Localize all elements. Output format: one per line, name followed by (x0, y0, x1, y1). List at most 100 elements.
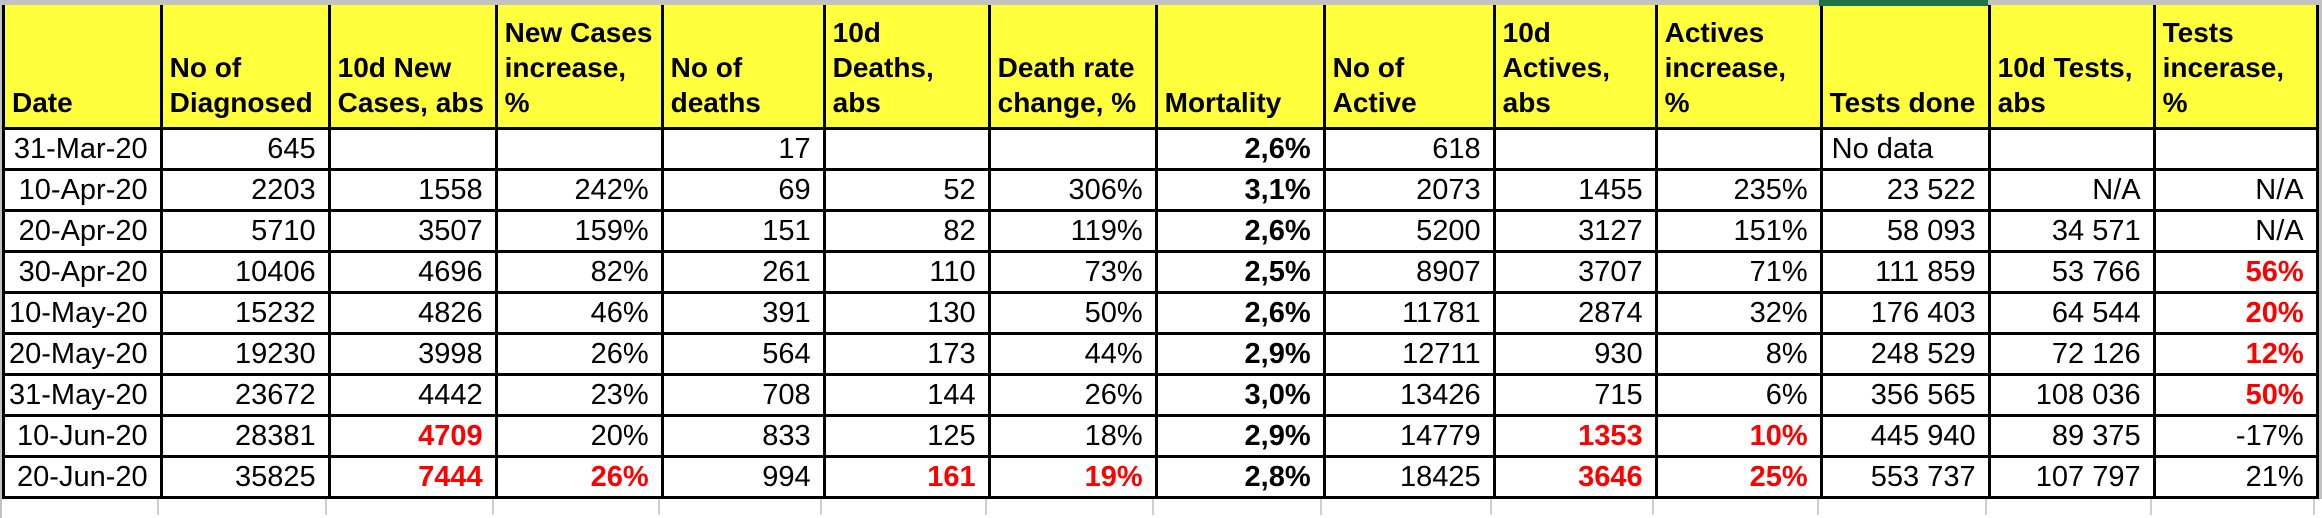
value-cell[interactable]: 82% (494, 249, 664, 294)
value-cell[interactable] (494, 126, 664, 171)
value-cell[interactable]: 108 036 (1987, 372, 2156, 417)
value-cell[interactable]: 10406 (159, 249, 331, 294)
value-cell[interactable]: 71% (1654, 249, 1823, 294)
value-cell[interactable] (1654, 126, 1823, 171)
value-cell[interactable]: 53 766 (1987, 249, 2156, 294)
value-cell[interactable]: 14779 (1322, 413, 1496, 458)
value-cell[interactable]: 564 (660, 331, 826, 376)
value-cell[interactable]: 708 (660, 372, 826, 417)
value-cell[interactable]: 356 565 (1819, 372, 1991, 417)
value-cell[interactable]: 8% (1654, 331, 1823, 376)
value-cell[interactable]: 159% (494, 208, 664, 253)
value-cell[interactable] (1987, 126, 2156, 171)
value-cell[interactable]: 176 403 (1819, 290, 1991, 335)
value-cell[interactable]: 89 375 (1987, 413, 2156, 458)
value-cell[interactable]: 242% (494, 167, 664, 212)
value-cell[interactable] (327, 126, 498, 171)
value-cell[interactable]: 173 (822, 331, 991, 376)
value-cell[interactable]: 445 940 (1819, 413, 1991, 458)
col-header-10d-deaths[interactable]: 10d Deaths, abs (822, 5, 991, 130)
value-cell[interactable]: 26% (987, 372, 1158, 417)
value-cell[interactable]: 52 (822, 167, 991, 212)
value-cell[interactable]: 18% (987, 413, 1158, 458)
date-cell[interactable]: 10-Apr-20 (2, 167, 163, 212)
value-cell[interactable]: 2,6% (1154, 290, 1326, 335)
col-header-actives-increase[interactable]: Actives increase, % (1654, 5, 1823, 130)
value-cell[interactable]: 130 (822, 290, 991, 335)
col-header-mortality[interactable]: Mortality (1154, 5, 1326, 130)
value-cell[interactable]: 11781 (1322, 290, 1496, 335)
value-cell[interactable]: 994 (660, 454, 826, 499)
value-cell[interactable]: N/A (2152, 167, 2319, 212)
value-cell[interactable]: 25% (1654, 454, 1823, 499)
value-cell[interactable]: 19230 (159, 331, 331, 376)
date-cell[interactable]: 20-May-20 (2, 331, 163, 376)
value-cell[interactable]: 930 (1492, 331, 1658, 376)
value-cell[interactable]: 82 (822, 208, 991, 253)
value-cell[interactable]: 3707 (1492, 249, 1658, 294)
value-cell[interactable]: 8907 (1322, 249, 1496, 294)
value-cell[interactable]: 2,9% (1154, 331, 1326, 376)
value-cell[interactable]: 3998 (327, 331, 498, 376)
value-cell[interactable]: 12711 (1322, 331, 1496, 376)
value-cell[interactable]: 34 571 (1987, 208, 2156, 253)
value-cell[interactable]: 4826 (327, 290, 498, 335)
value-cell[interactable]: 553 737 (1819, 454, 1991, 499)
value-cell[interactable]: 1455 (1492, 167, 1658, 212)
value-cell[interactable]: 306% (987, 167, 1158, 212)
date-cell[interactable]: 10-Jun-20 (2, 413, 163, 458)
value-cell[interactable]: 110 (822, 249, 991, 294)
value-cell[interactable]: 2073 (1322, 167, 1496, 212)
value-cell[interactable]: 4442 (327, 372, 498, 417)
value-cell[interactable]: 391 (660, 290, 826, 335)
col-header-date[interactable]: Date (2, 5, 163, 130)
value-cell[interactable]: 2,6% (1154, 208, 1326, 253)
value-cell[interactable]: 715 (1492, 372, 1658, 417)
value-cell[interactable]: 2874 (1492, 290, 1658, 335)
value-cell[interactable]: 151 (660, 208, 826, 253)
value-cell[interactable]: 6% (1654, 372, 1823, 417)
date-cell[interactable]: 31-Mar-20 (2, 126, 163, 171)
value-cell[interactable]: 161 (822, 454, 991, 499)
value-cell[interactable]: 44% (987, 331, 1158, 376)
value-cell[interactable]: 1353 (1492, 413, 1658, 458)
date-cell[interactable]: 31-May-20 (2, 372, 163, 417)
value-cell[interactable]: 618 (1322, 126, 1496, 171)
value-cell[interactable]: 12% (2152, 331, 2319, 376)
col-header-10d-tests[interactable]: 10d Tests, abs (1987, 5, 2156, 130)
value-cell[interactable]: 3646 (1492, 454, 1658, 499)
col-header-no-of-deaths[interactable]: No of deaths (660, 5, 826, 130)
value-cell[interactable]: 119% (987, 208, 1158, 253)
value-cell[interactable]: 17 (660, 126, 826, 171)
col-header-10d-actives[interactable]: 10d Actives, abs (1492, 5, 1658, 130)
value-cell[interactable]: 3507 (327, 208, 498, 253)
value-cell[interactable]: 1558 (327, 167, 498, 212)
value-cell[interactable]: 261 (660, 249, 826, 294)
value-cell[interactable]: 3127 (1492, 208, 1658, 253)
col-header-death-rate-change[interactable]: Death rate change, % (987, 5, 1158, 130)
value-cell[interactable]: 73% (987, 249, 1158, 294)
value-cell[interactable]: 50% (987, 290, 1158, 335)
value-cell[interactable]: 5710 (159, 208, 331, 253)
value-cell[interactable] (987, 126, 1158, 171)
col-header-no-of-diagnosed[interactable]: No of Diagnosed (159, 5, 331, 130)
col-header-no-of-active[interactable]: No of Active (1322, 5, 1496, 130)
col-header-tests-done[interactable]: Tests done (1819, 5, 1991, 130)
value-cell[interactable]: 69 (660, 167, 826, 212)
value-cell[interactable]: 21% (2152, 454, 2319, 499)
value-cell[interactable]: 833 (660, 413, 826, 458)
value-cell[interactable]: No data (1819, 126, 1991, 171)
value-cell[interactable]: 64 544 (1987, 290, 2156, 335)
value-cell[interactable] (822, 126, 991, 171)
value-cell[interactable]: 248 529 (1819, 331, 1991, 376)
col-header-10d-new-cases[interactable]: 10d New Cases, abs (327, 5, 498, 130)
value-cell[interactable]: 5200 (1322, 208, 1496, 253)
value-cell[interactable]: 2203 (159, 167, 331, 212)
value-cell[interactable]: 46% (494, 290, 664, 335)
value-cell[interactable]: 20% (2152, 290, 2319, 335)
value-cell[interactable]: 4709 (327, 413, 498, 458)
col-header-tests-increase[interactable]: Tests incerase, % (2152, 5, 2319, 130)
value-cell[interactable]: 15232 (159, 290, 331, 335)
value-cell[interactable]: 2,8% (1154, 454, 1326, 499)
value-cell[interactable]: 32% (1654, 290, 1823, 335)
